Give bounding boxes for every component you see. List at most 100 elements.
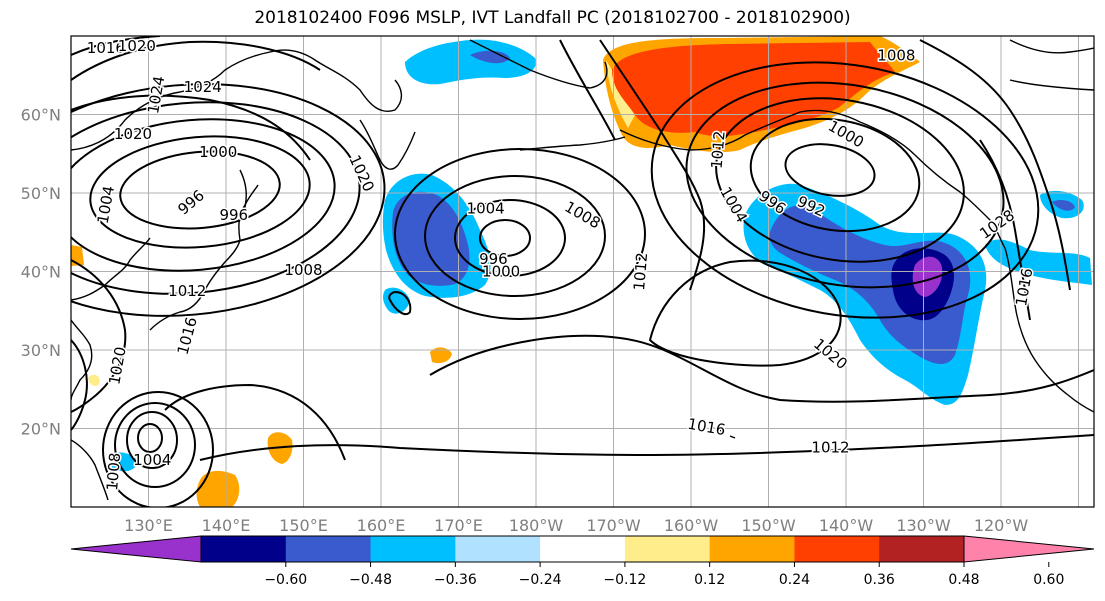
svg-text:1020: 1020 [118,37,156,55]
colorbar-tick-label: 0.36 [864,572,895,588]
coast-bering [469,39,608,89]
contour-label: 1008 [283,259,324,280]
lat-tick-label: 30°N [21,341,61,360]
coast-korea-china [71,319,93,401]
contour-label: 1004 [465,198,506,219]
ivt-negative-mid-ne-pacific [769,205,971,364]
lon-tick-label: 150°W [741,516,796,535]
svg-text:1000: 1000 [199,143,237,161]
contour-label: 1020 [116,36,157,57]
coast-us-west [1004,247,1094,413]
svg-text:996: 996 [479,250,508,268]
colorbar-segment [624,536,711,562]
colorbar-tick-label: −0.24 [519,572,562,588]
colorbar-extend-low [70,535,202,563]
svg-text:1012: 1012 [168,282,206,300]
colorbar-segment [370,536,456,562]
coast-bc [914,154,1006,249]
lon-tick-label: 160°E [357,516,406,535]
colorbar-segment [455,536,541,562]
svg-text:1000: 1000 [482,263,520,281]
ivt-positive-sw-patch [196,470,240,507]
lat-tick-label: 60°N [21,106,61,125]
contour-label: 1008 [101,450,125,493]
graticule [71,36,1094,507]
ivt-negative-pacific-nw-coast [985,239,1092,285]
svg-text:1012: 1012 [707,130,728,170]
ivt-negative-peak-ne-pacific [912,256,943,297]
map-frame [70,35,1095,508]
colorbar-tick-label: −0.36 [434,572,477,588]
svg-text:1004: 1004 [467,200,505,218]
colorbar-tick-label: 0.12 [694,572,725,588]
svg-text:1024: 1024 [184,78,222,96]
lat-tick-label: 20°N [21,420,61,439]
lon-tick-label: 130°E [124,516,173,535]
map-title: 2018102400 F096 MSLP, IVT Landfall PC (2… [254,8,851,28]
contour-label: 1008 [876,45,917,66]
contour-label: 1016 [85,37,126,58]
lon-tick-label: 130°W [896,516,951,535]
contour-label: 1020 [112,124,153,145]
lon-tick-label: 140°W [819,516,874,535]
lon-tick-label: 180°W [509,516,564,535]
contour-label: 1024 [182,77,223,98]
lat-tick-label: 50°N [21,184,61,203]
svg-text:1008: 1008 [284,261,322,279]
colorbar-segment [879,536,965,562]
svg-text:1004: 1004 [133,451,171,469]
colorbar-segment [285,536,372,562]
coast-kamchatka [359,119,416,170]
svg-text:1016: 1016 [87,39,125,57]
contour-label: 1012 [167,281,208,302]
lat-tick-label: 40°N [21,263,61,282]
svg-text:1008: 1008 [103,452,124,492]
ivt-strong-alaska [612,42,895,137]
lon-tick-label: 160°W [664,516,719,535]
contour-label: 1012 [628,250,652,293]
contour-label: 996 [478,248,510,269]
lon-tick-label: 170°W [586,516,641,535]
coast-sakhalin [239,169,247,221]
colorbar-segment [709,536,795,562]
contour-label: 996 [218,204,250,225]
svg-text:1020: 1020 [114,125,152,143]
contour-label: 1000 [198,142,239,163]
lon-tick-label: 120°W [974,516,1029,535]
mslp-contours [71,36,1094,507]
ivt-negative-bering [405,39,536,85]
ivt-negative-mid-central-pacific [392,191,470,286]
contour-label: 1004 [132,449,173,470]
map-axes: 20°N 30°N 40°N 50°N 60°N 130°E 140°E 150°E 160°E… [21,106,1029,536]
svg-text:996: 996 [219,206,248,224]
ivt-shading [71,36,1092,507]
colorbar: −0.60 −0.48 −0.36 −0.24 −0.12 0.12 0.24 0.36 0.4… [70,535,1095,588]
svg-text:1012: 1012 [811,438,849,456]
contour-label: 1012 [706,129,730,172]
contour-label: 1012 [810,437,851,458]
lon-tick-label: 150°E [279,516,328,535]
coast-philippines [71,439,109,501]
svg-text:1016: 1016 [1012,267,1036,308]
ivt-yellow-edge [606,60,635,128]
coast-hawaii [709,424,736,439]
coastlines [71,39,1094,501]
coast-alaska-south [619,109,916,156]
contour-label: 1016 [1011,265,1038,309]
lon-tick-label: 140°E [202,516,251,535]
colorbar-segment [201,536,287,562]
lon-tick-label: 170°E [434,516,483,535]
colorbar-tick-label: −0.12 [603,572,646,588]
colorbar-tick-label: 0.24 [779,572,810,588]
colorbar-tick-label: 0.60 [1033,572,1064,588]
svg-text:1008: 1008 [877,47,915,65]
colorbar-extend-high [963,535,1095,563]
colorbar-tick-label: 0.48 [948,572,979,588]
svg-text:1012: 1012 [630,252,651,292]
colorbar-segment [794,536,880,562]
colorbar-segment [540,536,626,562]
colorbar-tick-label: −0.48 [349,572,392,588]
colorbar-tick-label: −0.60 [264,572,307,588]
